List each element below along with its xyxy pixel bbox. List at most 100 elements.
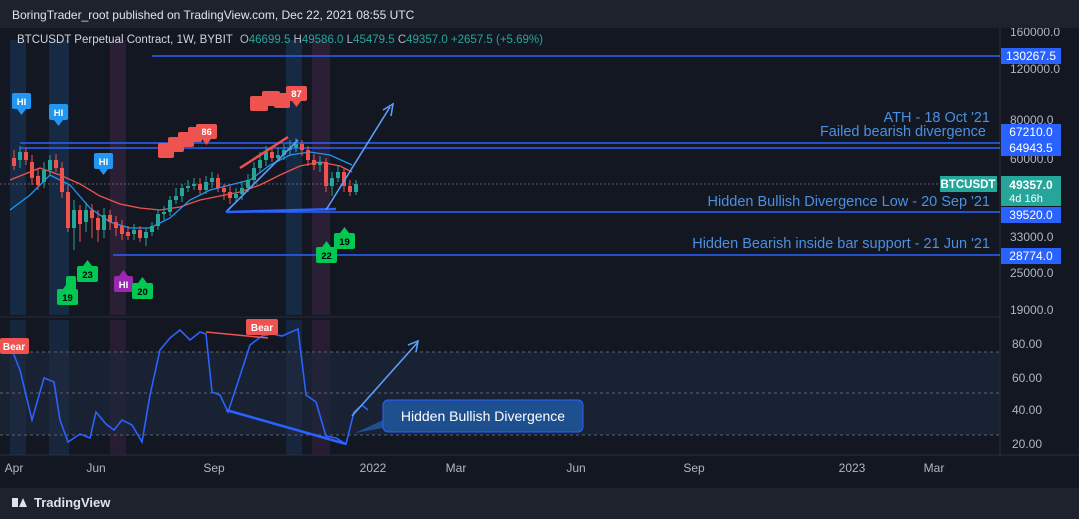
time-tick: Jun — [566, 461, 585, 475]
symbol-title[interactable]: BTCUSDT Perpetual Contract, 1W, BYBIT — [17, 34, 233, 46]
candle-body — [30, 162, 34, 178]
bear-marker[interactable]: Bear — [246, 319, 278, 335]
price-label-text: 67210.0 — [1009, 125, 1053, 139]
time-tick: Mar — [924, 461, 945, 475]
candle-body — [60, 168, 64, 192]
candle-body — [42, 170, 46, 182]
candle-body — [330, 178, 334, 186]
price-label-130267 — [1001, 48, 1061, 64]
bull-divergence-price-line[interactable] — [225, 207, 337, 214]
candle-body — [72, 210, 76, 228]
rising-trendline[interactable] — [225, 139, 299, 213]
candle-body — [270, 152, 274, 158]
price-label-text: 130267.5 — [1006, 49, 1056, 63]
candle-body — [12, 158, 16, 166]
candle-body — [96, 218, 100, 230]
candle-body — [48, 160, 52, 170]
candle-body — [300, 144, 304, 150]
svg-text:20: 20 — [137, 287, 148, 298]
time-tick: 2022 — [360, 461, 387, 475]
green-number-marker[interactable]: 22 — [316, 241, 337, 263]
candle-body — [54, 160, 58, 168]
osc-tick: 20.00 — [1012, 437, 1042, 451]
candle-body — [240, 188, 244, 194]
candle-body — [324, 162, 328, 186]
ticker-tag — [940, 176, 997, 192]
price-label-67210 — [1001, 124, 1061, 140]
price-label-text: 64943.5 — [1009, 141, 1053, 155]
osc-projection-arrow-line[interactable] — [351, 341, 419, 417]
candles-group — [12, 138, 358, 250]
hi-marker[interactable]: HI — [12, 93, 31, 115]
candle-body — [204, 182, 208, 190]
time-tick: Sep — [683, 461, 705, 475]
candle-body — [66, 192, 70, 228]
publisher-bar: BoringTrader_root published on TradingVi… — [0, 0, 1079, 28]
candle-body — [234, 194, 238, 198]
candle-body — [126, 232, 130, 236]
green-number-marker[interactable]: 23 — [66, 260, 98, 290]
chart-canvas[interactable]: ATH - 18 Oct '21 Failed bearish divergen… — [0, 28, 1079, 488]
svg-text:23: 23 — [82, 270, 93, 281]
open-label: O — [239, 34, 249, 46]
bear-marker[interactable]: Bear — [0, 338, 29, 354]
candle-body — [24, 152, 28, 160]
svg-text:HI: HI — [99, 157, 109, 168]
current-price-text: 49357.0 — [1009, 178, 1053, 192]
callout-text: Hidden Bullish Divergence — [401, 408, 565, 424]
candle-body — [108, 215, 112, 222]
highlight-col-blue — [286, 40, 302, 315]
tradingview-brand-text: TradingView — [34, 495, 111, 510]
osc-tick: 40.00 — [1012, 403, 1042, 417]
candle-body — [180, 188, 184, 196]
green-number-marker[interactable]: 19 — [334, 227, 355, 249]
candle-body — [156, 214, 160, 226]
tradingview-logo-icon — [12, 497, 28, 508]
hidden-bear-annotation: Hidden Bearish inside bar support - 21 J… — [692, 236, 990, 252]
hidden-bull-low-annotation: Hidden Bullish Divergence Low - 20 Sep '… — [708, 194, 990, 210]
failed-bearish-annotation: Failed bearish divergence — [820, 124, 986, 140]
open-value: 46699.5 — [248, 34, 291, 46]
hi-marker-purple[interactable]: HI — [114, 270, 133, 292]
projection-arrow-line[interactable] — [325, 106, 391, 211]
callout-box[interactable] — [382, 399, 584, 433]
price-label-39520 — [1001, 207, 1061, 223]
red-number-marker[interactable]: 87 — [286, 86, 307, 107]
price-label-28774 — [1001, 248, 1061, 264]
callout-pointer — [355, 420, 383, 433]
projection-arrowhead — [382, 102, 395, 117]
ticker-text: BTCUSDT — [941, 179, 996, 191]
hi-marker[interactable]: HI — [94, 153, 113, 175]
candle-body — [210, 178, 214, 182]
candle-body — [90, 210, 94, 218]
candle-body — [78, 210, 82, 224]
bear-divergence-line[interactable] — [239, 135, 289, 170]
candle-body — [114, 222, 118, 228]
candle-body — [102, 215, 106, 230]
candle-body — [354, 184, 358, 192]
price-label-text: 39520.0 — [1009, 208, 1053, 222]
time-tick: Apr — [5, 461, 24, 475]
candle-body — [174, 196, 178, 200]
red-marker-cluster — [158, 91, 290, 158]
high-value: 49586.0 — [301, 34, 344, 46]
svg-text:22: 22 — [321, 251, 332, 262]
svg-text:19: 19 — [62, 293, 73, 304]
time-tick: Sep — [203, 461, 225, 475]
time-tick: 2023 — [839, 461, 866, 475]
candle-body — [348, 186, 352, 192]
osc-bear-divergence-line[interactable] — [205, 331, 269, 339]
hi-marker[interactable]: HI — [49, 104, 68, 126]
candle-body — [252, 168, 256, 180]
osc-bull-divergence-line[interactable] — [225, 408, 347, 446]
svg-text:HI: HI — [119, 280, 129, 291]
candle-body — [132, 230, 136, 234]
candle-body — [318, 162, 322, 165]
green-number-marker[interactable]: 20 — [132, 277, 153, 299]
candle-body — [138, 230, 142, 238]
footer-bar — [0, 488, 1079, 519]
candle-body — [162, 212, 166, 214]
tradingview-logo[interactable]: TradingView — [12, 495, 110, 510]
candle-body — [276, 155, 280, 158]
candle-body — [264, 152, 268, 160]
